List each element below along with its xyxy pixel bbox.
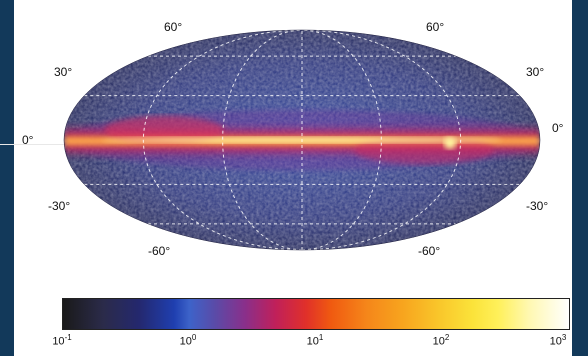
coordinate-grid [84, 30, 520, 250]
sky-map [63, 29, 541, 251]
lat-label-60-right: 60° [426, 20, 445, 34]
plane-emission-right [354, 136, 494, 164]
pointer-line [0, 144, 64, 145]
figure-panel: 60° 60° 30° 30° 0° 0° -30° -30° -60° -60… [14, 0, 572, 356]
colorbar-tick-1: 10-1 [52, 333, 72, 348]
lat-label-m60-left: -60° [148, 244, 171, 258]
lat-label-30-left: 30° [54, 65, 73, 79]
map-outline [63, 29, 541, 251]
lat-label-0-right: 0° [552, 121, 564, 135]
lat-label-60-left: 60° [164, 20, 183, 34]
lat-label-m30-right: -30° [526, 199, 549, 213]
lat-label-m30-left: -30° [48, 199, 71, 213]
colorbar-tick-2: 100 [179, 333, 197, 348]
lat-label-0-left: 0° [22, 133, 34, 147]
lat-label-m60-right: -60° [418, 244, 441, 258]
colorbar-tick-5: 103 [549, 333, 567, 348]
lat-label-30-right: 30° [526, 65, 545, 79]
colorbar [62, 298, 570, 330]
plane-emission-left [104, 116, 224, 144]
grid-meridian [301, 30, 462, 250]
colorbar-tick-4: 102 [432, 333, 450, 348]
colorbar-tick-3: 101 [306, 333, 324, 348]
bright-source [444, 137, 456, 149]
grid-meridian [142, 30, 303, 250]
